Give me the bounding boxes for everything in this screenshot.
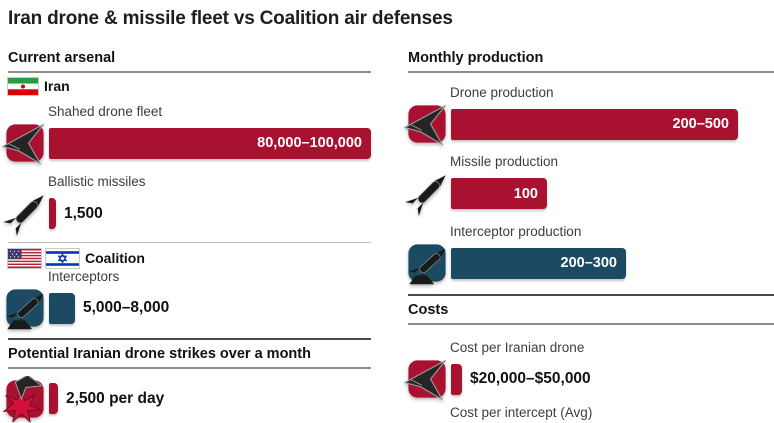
interceptors-value: 5,000–8,000 (83, 299, 170, 317)
cost-per-drone-label: Cost per Iranian drone (450, 339, 585, 355)
drone-strikes-value: 2,500 per day (66, 389, 165, 407)
shahed-drone-fleet-value: 80,000–100,000 (257, 135, 362, 152)
right-section-divider (408, 294, 774, 297)
drone-explosion-icon (2, 376, 48, 422)
drone-production-row: 200–500 (404, 102, 774, 146)
ballistic-missiles-row: 1,500 (2, 192, 371, 236)
ballistic-missiles-label: Ballistic missiles (48, 174, 146, 190)
cost-per-intercept-label: Cost per intercept (Avg) (450, 405, 593, 421)
iran-flag-icon (7, 76, 39, 96)
interceptor-production-label: Interceptor production (450, 223, 582, 239)
iran-label: Iran (44, 78, 70, 95)
shahed-drone-icon (404, 101, 450, 147)
shahed-drone-fleet-row: 80,000–100,000 (2, 121, 371, 165)
interceptor-production-value: 200–300 (560, 255, 617, 272)
us-flag-icon (7, 247, 42, 269)
israel-flag-icon (45, 247, 80, 269)
arsenal-subsection-divider (8, 241, 371, 243)
section-header-costs: Costs (408, 302, 774, 325)
interceptors-label: Interceptors (48, 268, 120, 284)
interceptor-launcher-icon (2, 285, 48, 331)
left-column: Current arsenal Iran Shahed drone fleet … (0, 44, 371, 421)
section-header-drone-strikes: Potential Iranian drone strikes over a m… (8, 346, 371, 369)
iran-flag-row: Iran (7, 76, 371, 96)
page-title: Iran drone & missile fleet vs Coalition … (8, 8, 453, 29)
cost-per-drone-row: $20,000–$50,000 (404, 357, 774, 401)
shahed-drone-icon (404, 356, 450, 402)
interceptors-bar (49, 292, 75, 324)
left-section-divider (8, 338, 371, 341)
drone-production-bar: 200–500 (451, 108, 738, 140)
coalition-flag-row: Coalition (7, 247, 371, 269)
ballistic-missiles-bar (49, 198, 56, 230)
interceptor-launcher-icon (404, 240, 450, 286)
drone-strikes-row: 2,500 per day (2, 377, 371, 421)
ballistic-missiles-value: 1,500 (64, 204, 103, 222)
drone-production-value: 200–500 (672, 116, 729, 133)
section-header-monthly-production: Monthly production (408, 50, 774, 73)
cost-per-drone-bar (451, 363, 462, 395)
missile-production-label: Missile production (450, 154, 559, 170)
coalition-label: Coalition (85, 250, 145, 267)
shahed-drone-fleet-bar: 80,000–100,000 (49, 127, 371, 159)
missile-production-bar: 100 (451, 178, 547, 210)
right-column: Monthly production Drone production 200–… (404, 44, 774, 423)
drone-production-label: Drone production (450, 84, 554, 100)
shahed-drone-fleet-label: Shahed drone fleet (48, 103, 163, 119)
section-header-current-arsenal: Current arsenal (8, 50, 371, 73)
cost-per-drone-value: $20,000–$50,000 (470, 370, 591, 388)
ballistic-missile-icon (404, 171, 450, 217)
interceptor-production-row: 200–300 (404, 241, 774, 285)
drone-strikes-bar (49, 383, 58, 415)
interceptor-production-bar: 200–300 (451, 247, 626, 279)
missile-production-row: 100 (404, 172, 774, 216)
shahed-drone-icon (2, 120, 48, 166)
interceptors-row: 5,000–8,000 (2, 286, 371, 330)
ballistic-missile-icon (2, 191, 48, 237)
missile-production-value: 100 (513, 185, 538, 202)
